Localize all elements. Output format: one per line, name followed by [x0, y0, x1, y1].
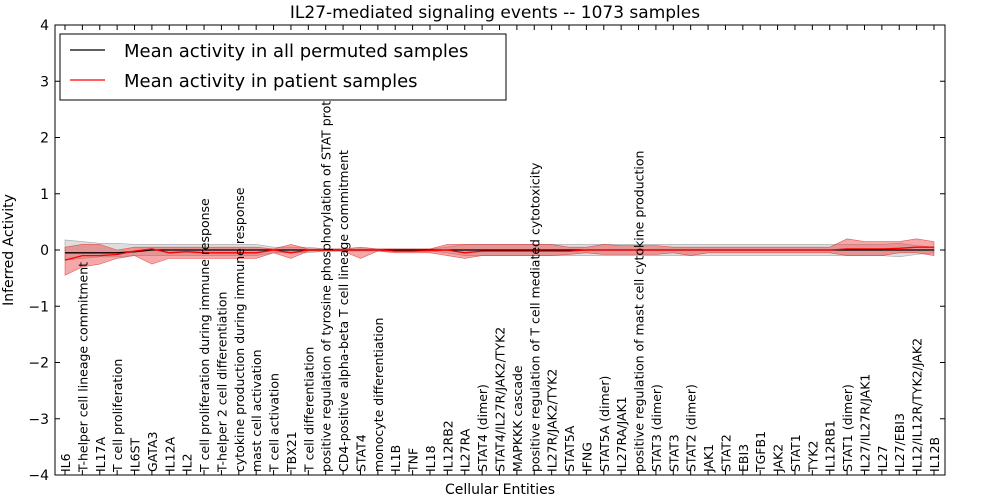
y-tick-label: −4 — [28, 468, 49, 484]
x-tick-label: TYK2 — [805, 441, 820, 473]
y-tick-label: 2 — [40, 131, 49, 147]
x-tick-label: IL27R/JAK2/TYK2 — [545, 369, 560, 472]
x-tick-label: IL12RB1 — [823, 420, 838, 472]
x-tick-label: IL6 — [58, 453, 73, 472]
x-tick-label: EBI3 — [736, 444, 751, 472]
x-tick-label: monocyte differentiation — [371, 318, 386, 472]
x-tick-label: positive regulation of tyrosine phosphor… — [319, 82, 334, 472]
legend-box — [59, 33, 507, 101]
x-tick-label: T cell activation — [267, 373, 282, 473]
confidence-bands — [64, 238, 935, 276]
patient-mean-line — [64, 246, 934, 261]
x-tick-label: JAK2 — [771, 444, 786, 473]
x-tick-label: T cell proliferation during immune respo… — [197, 198, 212, 473]
x-tick-label: IL12A — [162, 436, 177, 472]
x-axis-label: Cellular Entities — [445, 482, 555, 498]
x-tick-label: STAT1 — [788, 434, 803, 472]
x-tick-labels: IL6 T-helper cell lineage commitment IL17A… — [58, 82, 942, 473]
legend: Mean activity in all permuted samples Me… — [59, 33, 507, 101]
x-tick-label: positive regulation of T cell mediated c… — [527, 162, 542, 472]
x-tick-label: STAT1 (dimer) — [840, 384, 855, 472]
x-tick-label: IL27 — [875, 445, 890, 472]
x-tick-label: TGFB1 — [753, 431, 768, 473]
x-tick-label: T-helper 2 cell differentiation — [214, 292, 229, 473]
y-axis-ticks: −4 −3 −2 −1 0 1 2 3 4 — [28, 18, 945, 484]
x-tick-label: IL27RA/JAK1 — [614, 396, 629, 472]
x-axis-ticks — [64, 25, 935, 475]
series-lines — [64, 246, 934, 261]
x-tick-label: T-helper cell lineage commitment — [75, 262, 90, 473]
x-tick-label: STAT2 — [718, 434, 733, 472]
y-tick-label: 0 — [40, 243, 49, 259]
x-tick-label: IL2 — [180, 453, 195, 472]
legend-label-patient: Mean activity in patient samples — [124, 71, 418, 92]
x-tick-label: CD4-positive alpha-beta T cell lineage c… — [336, 150, 351, 472]
x-tick-label: IFNG — [579, 442, 594, 472]
x-tick-label: JAK1 — [701, 444, 716, 473]
x-tick-label: TBX21 — [284, 431, 299, 473]
y-tick-label: 3 — [40, 74, 49, 90]
y-tick-label: −1 — [28, 299, 49, 315]
y-axis-label: Inferred Activity — [1, 194, 17, 306]
x-tick-label: IL12B — [927, 437, 942, 472]
y-tick-label: −2 — [28, 356, 49, 372]
x-tick-label: STAT5A — [562, 425, 577, 472]
x-tick-label: STAT4 — [354, 434, 369, 472]
x-tick-label: MAPKKK cascade — [510, 365, 525, 472]
x-tick-label: STAT5A (dimer) — [597, 376, 612, 472]
x-tick-label: IL12/IL12R/TYK2/JAK2 — [910, 338, 925, 472]
x-tick-label: positive regulation of mast cell cytokin… — [632, 151, 647, 472]
y-tick-label: −3 — [28, 412, 49, 428]
y-tick-label: 4 — [40, 18, 49, 34]
x-tick-label: STAT3 (dimer) — [649, 384, 664, 472]
x-tick-label: GATA3 — [145, 432, 160, 472]
x-tick-label: IL6ST — [128, 437, 143, 472]
x-tick-label: IL1B — [388, 445, 403, 472]
x-tick-label: cytokine production during immune respon… — [232, 187, 247, 472]
patient-band — [64, 238, 935, 276]
plot-frame — [54, 24, 946, 476]
x-tick-label: IL18 — [423, 445, 438, 472]
x-tick-label: IL12RB2 — [440, 420, 455, 472]
x-tick-label: mast cell activation — [249, 349, 264, 472]
y-tick-label: 1 — [40, 187, 49, 203]
x-tick-label: STAT3 — [666, 434, 681, 472]
legend-label-permuted: Mean activity in all permuted samples — [124, 41, 468, 62]
x-tick-label: STAT4 (dimer) — [475, 384, 490, 472]
x-tick-label: TNF — [406, 448, 421, 473]
x-tick-label: T cell differentiation — [301, 347, 316, 473]
x-tick-label: IL27RA — [458, 428, 473, 472]
x-tick-label: STAT4/IL27R/JAK2/TYK2 — [493, 327, 508, 472]
x-tick-label: STAT2 (dimer) — [684, 384, 699, 472]
x-tick-label: IL27/EBI3 — [892, 413, 907, 472]
x-tick-label: IL17A — [93, 436, 108, 472]
x-tick-label: IL27/IL27R/JAK1 — [858, 374, 873, 472]
chart-title: IL27-mediated signaling events -- 1073 s… — [290, 3, 700, 23]
x-tick-label: T cell proliferation — [110, 359, 125, 473]
